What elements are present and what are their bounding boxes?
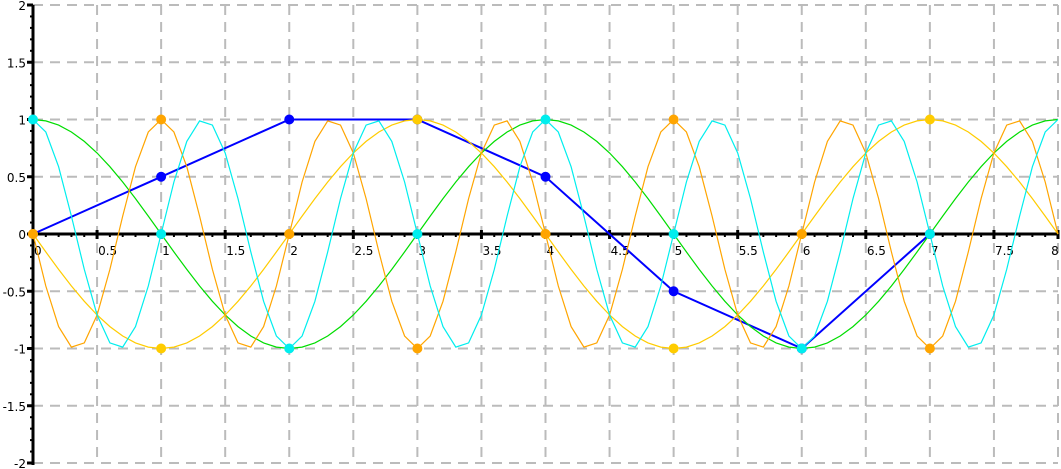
data-point-2	[412, 114, 423, 125]
data-point-4	[924, 229, 935, 239]
data-point-3	[156, 114, 167, 125]
marker-layer	[28, 114, 935, 354]
data-point-4	[796, 343, 807, 354]
data-point-4	[28, 114, 38, 125]
data-point-3	[284, 229, 295, 239]
data-point-4	[284, 343, 295, 354]
data-point-3	[668, 114, 679, 125]
data-point-3	[28, 229, 38, 239]
x-tick-label: 1.5	[226, 244, 245, 258]
x-tick-label: 2	[290, 244, 298, 258]
x-tick-label: 6	[803, 244, 811, 258]
x-tick-label: 2.5	[354, 244, 373, 258]
x-tick-label: 0	[34, 244, 42, 258]
x-tick-label: 8	[1051, 244, 1059, 258]
series-line-0	[32, 118, 931, 350]
data-point-0	[284, 114, 295, 125]
data-point-3	[924, 343, 935, 354]
data-point-2	[924, 114, 935, 125]
x-tick-label: 7.5	[995, 244, 1014, 258]
data-point-4	[668, 229, 679, 239]
y-tick-label: 1.5	[7, 56, 26, 70]
data-point-0	[668, 286, 679, 297]
data-point-0	[540, 171, 551, 182]
data-point-3	[540, 229, 551, 239]
x-tick-label: 0.5	[98, 244, 117, 258]
data-point-4	[412, 229, 423, 239]
y-tick-label: 0	[18, 228, 26, 242]
data-point-0	[156, 171, 167, 182]
y-tick-label: -0.5	[3, 285, 26, 299]
y-tick-label: -2	[14, 457, 26, 469]
y-tick-label: 1	[18, 114, 26, 128]
x-tick-label: 5.5	[739, 244, 758, 258]
x-tick-label: 5	[675, 244, 683, 258]
y-tick-label: -1	[14, 343, 26, 357]
data-point-4	[156, 229, 167, 239]
x-tick-label: 3.5	[482, 244, 501, 258]
x-tick-label: 4	[547, 244, 555, 258]
data-point-2	[668, 343, 679, 354]
data-point-3	[412, 343, 423, 354]
x-tick-label: 1	[162, 244, 170, 258]
y-tick-label: 0.5	[7, 171, 26, 185]
data-point-3	[796, 229, 807, 239]
x-tick-label: 6.5	[867, 244, 886, 258]
y-tick-label: -1.5	[3, 400, 26, 414]
y-tick-label: 2	[18, 0, 26, 13]
data-point-4	[540, 114, 551, 125]
data-point-2	[156, 343, 167, 354]
